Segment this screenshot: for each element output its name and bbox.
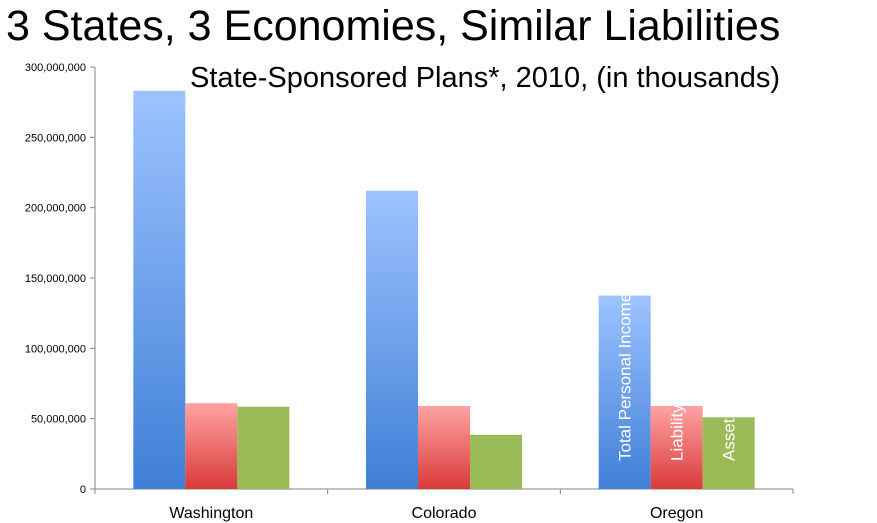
chart-subtitle: State-Sponsored Plans*, 2010, (in thousa… [190, 62, 781, 94]
bar-liability-washington [185, 403, 238, 489]
y-tick-label: 200,000,000 [25, 203, 86, 215]
y-tick-label: 300,000,000 [25, 62, 86, 74]
x-category-label: Oregon [650, 505, 703, 522]
bar-income-colorado [366, 190, 418, 489]
bar-income-washington [133, 90, 186, 489]
x-category-label: Colorado [412, 505, 477, 522]
y-tick-label: 0 [80, 484, 86, 496]
bar-assets-washington [237, 406, 290, 489]
bar-series-label-income: Total Personal Income [616, 293, 635, 461]
y-tick-label: 50,000,000 [31, 414, 86, 426]
bar-liability-colorado [418, 406, 470, 489]
chart-title: 3 States, 3 Economies, Similar Liabiliti… [6, 2, 781, 50]
y-tick-label: 250,000,000 [25, 132, 86, 144]
bar-assets-oregon [702, 417, 755, 489]
bar-income-oregon [598, 295, 651, 489]
y-tick-label: 150,000,000 [25, 273, 86, 285]
bar-liability-oregon [650, 406, 703, 489]
bar-series-label-assets: Assets [720, 410, 739, 461]
y-tick-label: 100,000,000 [25, 343, 86, 355]
bar-assets-colorado [470, 434, 522, 489]
x-category-label: Washington [169, 505, 253, 522]
bar-series-label-liability: Liability [668, 404, 687, 461]
